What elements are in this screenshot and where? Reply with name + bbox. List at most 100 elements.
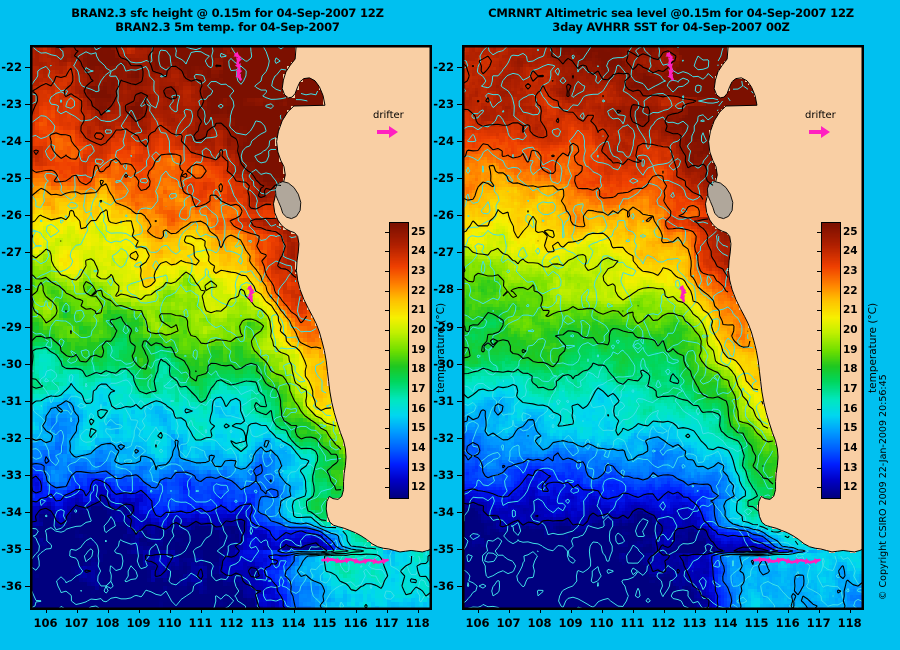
y-axis-label: -31 bbox=[433, 393, 454, 408]
sst-map-right bbox=[463, 46, 863, 609]
x-axis-label: 116 bbox=[775, 616, 800, 630]
colorbar-gradient bbox=[822, 223, 840, 498]
colorbar-tick-label: 22 bbox=[843, 284, 858, 297]
y-axis-tick bbox=[457, 252, 462, 254]
y-axis-label: -35 bbox=[1, 541, 22, 556]
y-axis-label: -29 bbox=[1, 319, 22, 334]
colorbar-tick bbox=[385, 428, 389, 430]
y-axis-tick bbox=[457, 585, 462, 587]
x-axis-tick bbox=[849, 608, 851, 613]
drifter-arrow-icon-left bbox=[377, 126, 398, 138]
x-axis-tick bbox=[694, 608, 696, 613]
colorbar-tick-label: 19 bbox=[843, 343, 858, 356]
x-axis-tick bbox=[539, 608, 541, 613]
y-axis-label: -22 bbox=[1, 60, 22, 75]
x-axis-label: 109 bbox=[558, 616, 583, 630]
colorbar-tick bbox=[817, 428, 821, 430]
y-axis-label: -29 bbox=[433, 319, 454, 334]
y-axis-tick bbox=[457, 178, 462, 180]
y-axis-tick bbox=[457, 437, 462, 439]
x-axis-label: 113 bbox=[250, 616, 275, 630]
y-axis-tick bbox=[25, 474, 30, 476]
x-axis-tick bbox=[756, 608, 758, 613]
colorbar-tick-label: 25 bbox=[843, 225, 858, 238]
sst-map-left bbox=[31, 46, 431, 609]
x-axis-label: 110 bbox=[157, 616, 182, 630]
y-axis-tick bbox=[25, 548, 30, 550]
drifter-label-right: drifter bbox=[805, 110, 836, 121]
x-axis-label: 116 bbox=[343, 616, 368, 630]
y-axis-label: -27 bbox=[433, 245, 454, 260]
y-axis-label: -25 bbox=[1, 171, 22, 186]
x-axis-tick bbox=[324, 608, 326, 613]
y-axis-tick bbox=[457, 548, 462, 550]
colorbar-tick-label: 23 bbox=[843, 265, 858, 278]
x-axis-tick bbox=[107, 608, 109, 613]
x-axis-tick bbox=[570, 608, 572, 613]
y-axis-tick bbox=[25, 289, 30, 291]
x-axis-label: 108 bbox=[95, 616, 120, 630]
y-axis-tick bbox=[457, 326, 462, 328]
y-axis-label: -23 bbox=[1, 97, 22, 112]
y-axis-label: -25 bbox=[433, 171, 454, 186]
colorbar-tick bbox=[817, 231, 821, 233]
y-axis-tick bbox=[25, 252, 30, 254]
y-axis-tick bbox=[25, 178, 30, 180]
colorbar-tick-label: 16 bbox=[411, 402, 426, 415]
x-axis-label: 108 bbox=[527, 616, 552, 630]
colorbar-tick-label: 13 bbox=[411, 461, 426, 474]
colorbar-tick bbox=[817, 349, 821, 351]
y-axis-tick bbox=[457, 400, 462, 402]
y-axis-tick bbox=[25, 585, 30, 587]
y-axis-label: -36 bbox=[433, 578, 454, 593]
colorbar-tick bbox=[385, 290, 389, 292]
x-axis-tick bbox=[138, 608, 140, 613]
colorbar-tick-label: 21 bbox=[843, 304, 858, 317]
colorbar-tick bbox=[385, 271, 389, 273]
map-panel-right[interactable]: drifter bbox=[462, 45, 864, 610]
x-axis-label: 114 bbox=[713, 616, 738, 630]
x-axis-label: 117 bbox=[806, 616, 831, 630]
x-axis-label: 106 bbox=[465, 616, 490, 630]
panel-title-right-line2: 3day AVHRR SST for 04-Sep-2007 00Z bbox=[552, 20, 790, 34]
x-axis-tick bbox=[262, 608, 264, 613]
y-axis-tick bbox=[457, 141, 462, 143]
x-axis-tick bbox=[45, 608, 47, 613]
colorbar-tick bbox=[385, 447, 389, 449]
x-axis-tick bbox=[386, 608, 388, 613]
colorbar-tick bbox=[385, 349, 389, 351]
colorbar-tick-label: 23 bbox=[411, 265, 426, 278]
x-axis-label: 115 bbox=[744, 616, 769, 630]
x-axis-tick bbox=[601, 608, 603, 613]
x-axis-label: 117 bbox=[374, 616, 399, 630]
map-panel-left[interactable]: drifter bbox=[30, 45, 432, 610]
x-axis-tick bbox=[169, 608, 171, 613]
colorbar-tick bbox=[385, 310, 389, 312]
x-axis-tick bbox=[663, 608, 665, 613]
colorbar-tick bbox=[385, 251, 389, 253]
y-axis-tick bbox=[25, 511, 30, 513]
y-axis-label: -24 bbox=[1, 134, 22, 149]
colorbar-tick bbox=[817, 447, 821, 449]
y-axis-tick bbox=[457, 104, 462, 106]
x-axis-label: 114 bbox=[281, 616, 306, 630]
x-axis-tick bbox=[76, 608, 78, 613]
temperature-colorbar-right bbox=[821, 222, 841, 499]
x-axis-label: 111 bbox=[620, 616, 645, 630]
x-axis-tick bbox=[632, 608, 634, 613]
y-axis-tick bbox=[25, 326, 30, 328]
y-axis-label: -28 bbox=[433, 282, 454, 297]
colorbar-tick bbox=[385, 330, 389, 332]
colorbar-tick-label: 20 bbox=[843, 324, 858, 337]
colorbar-tick-label: 12 bbox=[411, 481, 426, 494]
y-axis-label: -28 bbox=[1, 282, 22, 297]
colorbar-tick bbox=[817, 369, 821, 371]
panel-title-right: CMRNRT Altimetric sea level @0.15m for 0… bbox=[462, 6, 880, 34]
x-axis-label: 112 bbox=[219, 616, 244, 630]
y-axis-label: -34 bbox=[1, 504, 22, 519]
colorbar-tick-label: 18 bbox=[411, 363, 426, 376]
colorbar-tick bbox=[817, 487, 821, 489]
x-axis-tick bbox=[417, 608, 419, 613]
y-axis-label: -33 bbox=[433, 467, 454, 482]
